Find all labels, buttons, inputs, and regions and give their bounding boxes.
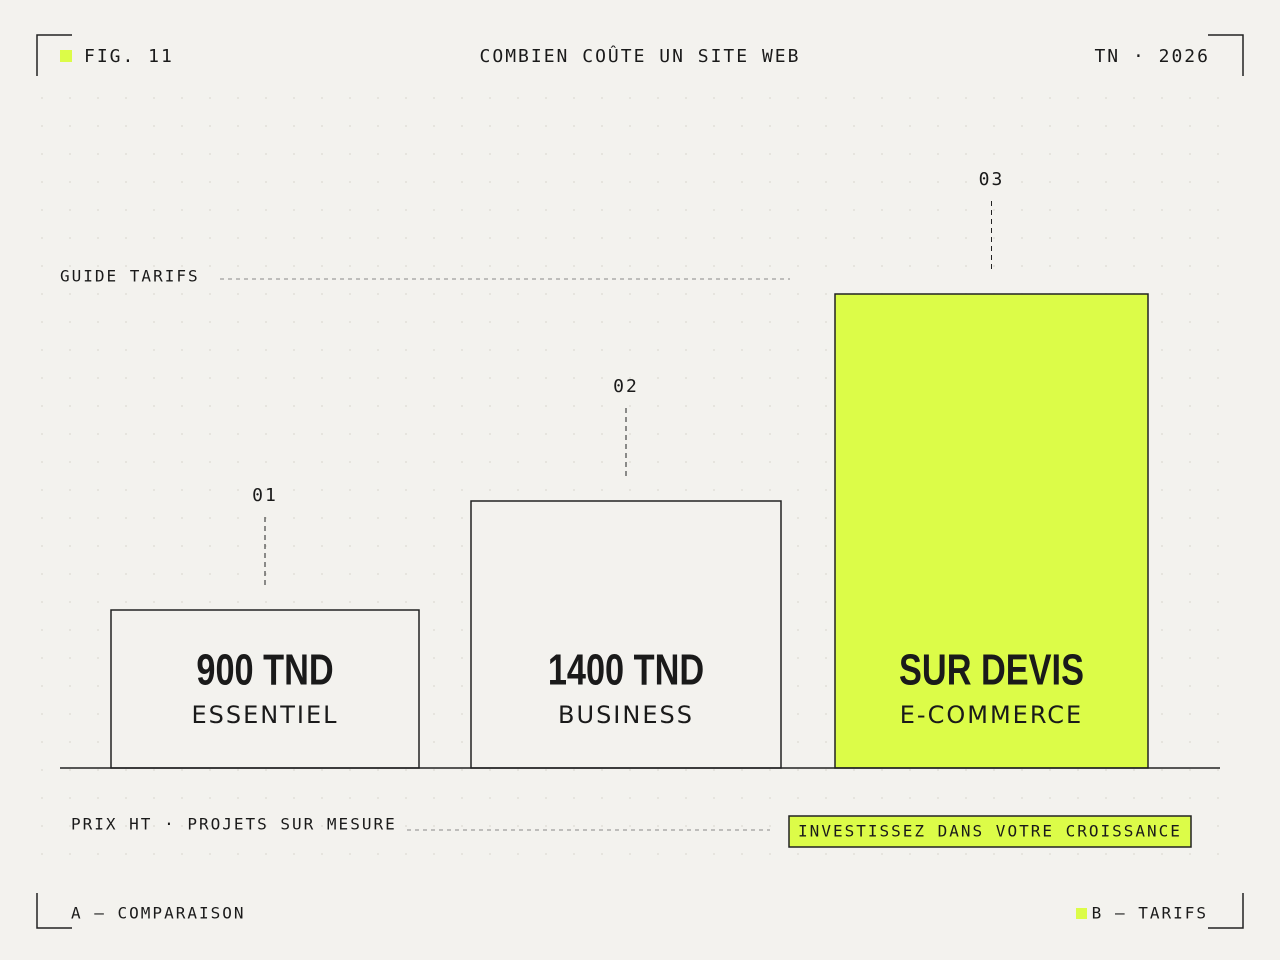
plan-name: ESSENTIEL <box>191 701 338 729</box>
note: PRIX HT · PROJETS SUR MESURE <box>71 815 397 834</box>
corner-brackets <box>36 34 1244 929</box>
footer-right: B — TARIFS <box>1092 904 1208 923</box>
plan-name: E-COMMERCE <box>900 701 1083 729</box>
plan-bar <box>110 609 420 769</box>
plan-price: SUR DEVIS <box>899 646 1084 695</box>
meta: TN · 2026 <box>1094 46 1210 67</box>
plans: 01 900 TND ESSENTIEL 02 1400 TND BUSINESS 03 SU… <box>110 169 1149 769</box>
footer-left: A — COMPARAISON <box>71 904 246 923</box>
price-group: 1400 TND <box>548 646 704 695</box>
figure-label: FIG. 11 <box>84 46 174 67</box>
plan-index: 01 <box>252 485 278 506</box>
plan-index: 02 <box>613 376 639 397</box>
footer-marker <box>1076 908 1087 919</box>
cta: INVESTISSEZ DANS VOTRE CROISSANCE <box>798 822 1182 841</box>
guide-label: GUIDE TARIFS <box>60 267 200 286</box>
price-group: SUR DEVIS <box>899 646 1084 695</box>
plan-price: 900 TND <box>196 646 333 695</box>
plan-bar <box>834 293 1149 769</box>
plan-index: 03 <box>979 169 1005 190</box>
price-group: 900 TND <box>196 646 333 695</box>
cta-box <box>788 815 1192 848</box>
fig-marker <box>60 50 72 62</box>
plan-name: BUSINESS <box>558 701 694 729</box>
title: COMBIEN COÛTE UN SITE WEB <box>480 45 801 67</box>
plan-price: 1400 TND <box>548 646 704 695</box>
plan-bar <box>470 500 782 769</box>
